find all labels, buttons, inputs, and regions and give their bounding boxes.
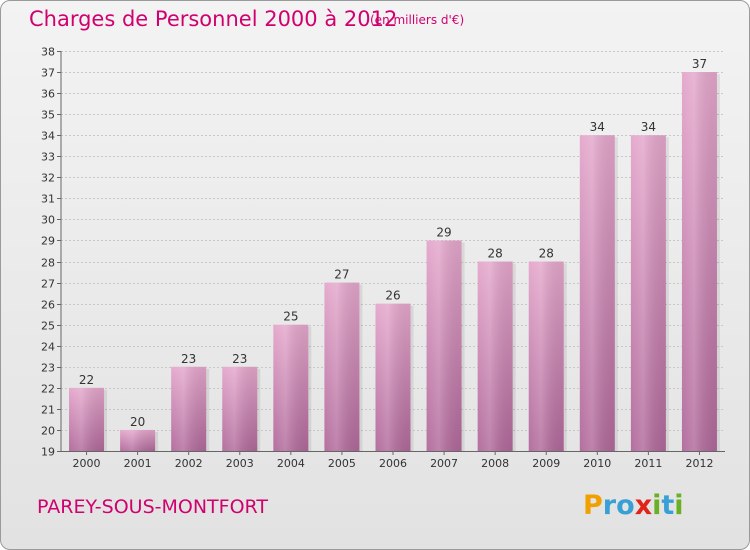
bar-highlight xyxy=(375,303,411,451)
x-tick-label: 2012 xyxy=(685,457,713,470)
bar-highlight xyxy=(222,366,258,451)
x-tick-label: 2009 xyxy=(532,457,560,470)
bar-value-label: 29 xyxy=(436,225,451,239)
y-tick-label: 23 xyxy=(41,362,55,375)
logo-letter: o xyxy=(616,490,635,521)
bar-highlight xyxy=(120,429,156,451)
proxiti-logo: Proxiti xyxy=(583,490,684,521)
y-tick-label: 22 xyxy=(41,383,55,396)
y-tick-label: 29 xyxy=(41,235,55,248)
value-labels: 22 20 23 23 25 27 26 29 28 28 34 34 37 xyxy=(79,57,707,429)
x-axis: 2000 2001 2002 2003 2004 2005 2006 2007 2008 2009… xyxy=(61,451,725,470)
bar-value-label: 28 xyxy=(488,247,503,261)
bars xyxy=(69,72,720,452)
bar-highlight xyxy=(426,240,462,451)
logo-letter: t xyxy=(661,490,675,521)
bar-highlight xyxy=(171,366,207,451)
logo-letter: r xyxy=(602,490,617,521)
y-tick-label: 32 xyxy=(41,172,55,185)
chart-subtitle: (en milliers d'€) xyxy=(370,13,465,27)
x-tick-label: 2011 xyxy=(634,457,662,470)
bar-highlight xyxy=(630,135,666,452)
logo-letter: x xyxy=(634,490,653,521)
chart-title: Charges de Personnel 2000 à 2012 xyxy=(29,7,398,31)
bar-highlight xyxy=(324,282,360,451)
y-tick-label: 33 xyxy=(41,151,55,164)
bar-value-label: 34 xyxy=(641,120,656,134)
y-tick-label: 19 xyxy=(41,446,55,459)
bar-highlight xyxy=(273,324,309,451)
y-tick-label: 35 xyxy=(41,109,55,122)
y-tick-label: 20 xyxy=(41,425,55,438)
y-tick-label: 27 xyxy=(41,278,55,291)
y-tick-label: 37 xyxy=(41,67,55,80)
x-tick-label: 2007 xyxy=(430,457,458,470)
x-tick-label: 2003 xyxy=(226,457,254,470)
x-tick-label: 2004 xyxy=(277,457,305,470)
x-tick-label: 2002 xyxy=(175,457,203,470)
y-tick-label: 36 xyxy=(41,88,55,101)
bar-value-label: 26 xyxy=(385,289,400,303)
bar-value-label: 23 xyxy=(232,352,247,366)
bar-highlight xyxy=(681,72,717,451)
x-tick-label: 2008 xyxy=(481,457,509,470)
y-tick-label: 30 xyxy=(41,214,55,227)
y-tick-label: 21 xyxy=(41,404,55,417)
bar-highlight xyxy=(69,387,105,451)
bar-value-label: 23 xyxy=(181,352,196,366)
x-tick-label: 2005 xyxy=(328,457,356,470)
bar-value-label: 20 xyxy=(130,415,145,429)
bar-highlight xyxy=(477,261,513,451)
bar-value-label: 34 xyxy=(590,120,605,134)
logo-letter: i xyxy=(652,490,662,521)
y-tick-label: 26 xyxy=(41,299,55,312)
bar-value-label: 25 xyxy=(283,310,298,324)
y-tick-label: 24 xyxy=(41,341,55,354)
x-tick-label: 2010 xyxy=(583,457,611,470)
bar-value-label: 37 xyxy=(692,57,707,71)
y-tick-label: 28 xyxy=(41,257,55,270)
y-axis: 19 20 21 22 23 24 25 26 27 28 29 30 31 32 33 34 35 36 37 38 xyxy=(41,46,62,459)
y-tick-label: 25 xyxy=(41,320,55,333)
bar-highlight xyxy=(528,261,564,451)
y-tick-label: 34 xyxy=(41,130,55,143)
x-tick-label: 2000 xyxy=(73,457,101,470)
bar-value-label: 27 xyxy=(334,268,349,282)
logo-letter: i xyxy=(674,490,684,521)
y-tick-label: 31 xyxy=(41,193,55,206)
bar-value-label: 22 xyxy=(79,373,94,387)
commune-name: PAREY-SOUS-MONTFORT xyxy=(37,496,268,518)
x-tick-label: 2006 xyxy=(379,457,407,470)
y-tick-label: 38 xyxy=(41,46,55,59)
logo-letter: P xyxy=(583,490,603,521)
x-tick-label: 2001 xyxy=(124,457,152,470)
bar-highlight xyxy=(579,135,615,452)
bar-value-label: 28 xyxy=(539,247,554,261)
